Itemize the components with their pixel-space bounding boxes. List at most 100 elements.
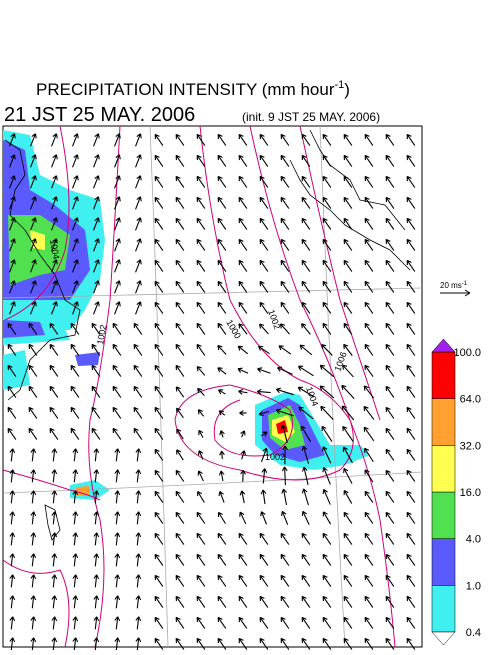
- wind-arrow: [196, 637, 206, 650]
- wind-arrow: [112, 322, 122, 335]
- wind-arrow: [175, 637, 185, 650]
- wind-arrow: [51, 280, 58, 294]
- precip-blue: [3, 320, 45, 338]
- wind-arrow: [217, 344, 227, 355]
- wind-arrow: [196, 301, 206, 314]
- wind-arrow: [364, 553, 374, 566]
- wind-arrow: [322, 637, 332, 650]
- wind-arrow: [93, 469, 100, 483]
- wind-arrow: [322, 488, 331, 505]
- wind-arrow: [218, 470, 225, 482]
- wind-arrow: [301, 301, 311, 314]
- wind-arrow: [196, 366, 206, 376]
- wind-arrow: [154, 217, 164, 230]
- wind-arrow: [301, 323, 311, 335]
- title-end: ): [344, 80, 350, 99]
- wind-arrow: [196, 532, 206, 545]
- wind-arrow: [135, 553, 142, 567]
- wind-arrow: [154, 553, 164, 566]
- wind-arrow: [49, 427, 59, 440]
- wind-arrow: [217, 301, 227, 314]
- wind-arrow: [28, 343, 38, 356]
- wind-arrow: [175, 343, 185, 356]
- wind-arrow: [133, 385, 143, 398]
- precip-blue: [75, 352, 100, 366]
- wind-arrow: [322, 217, 332, 230]
- wind-arrow: [175, 154, 185, 167]
- wind-arrow: [280, 532, 290, 545]
- wind-arrow: [259, 637, 269, 650]
- wind-arrow: [9, 238, 16, 252]
- colorbar-label: 64.0: [460, 394, 481, 406]
- wind-arrow: [277, 366, 293, 375]
- wind-arrow: [275, 387, 294, 396]
- wind-arrow: [114, 217, 121, 231]
- wind-arrow: [343, 343, 353, 356]
- wind-arrow: [238, 616, 248, 629]
- wind-arrow: [93, 175, 100, 189]
- wind-arrow: [49, 364, 59, 377]
- wind-arrow: [154, 133, 164, 146]
- wind-arrow: [72, 616, 79, 630]
- wind-arrow: [112, 364, 122, 377]
- wind-arrow: [196, 154, 206, 167]
- wind-arrow: [175, 280, 185, 293]
- wind-arrow: [9, 595, 16, 609]
- wind-arrow: [238, 217, 248, 230]
- wind-arrow: [385, 637, 395, 650]
- wind-arrow: [238, 574, 248, 587]
- wind-arrow: [322, 196, 332, 209]
- wind-arrow: [301, 175, 311, 188]
- wind-arrow: [364, 364, 374, 377]
- wind-arrow: [154, 448, 164, 461]
- wind-arrow: [343, 595, 353, 608]
- wind-arrow: [385, 259, 395, 272]
- colorbar-label: 0.4: [466, 627, 481, 639]
- wind-vectors: [7, 133, 416, 651]
- wind-arrow: [135, 448, 142, 462]
- wind-arrow: [72, 154, 79, 168]
- wind-arrow: [343, 532, 353, 545]
- wind-arrow: [259, 175, 269, 188]
- contour-label: 1002: [95, 324, 108, 345]
- wind-arrow: [322, 511, 332, 525]
- contour-label: 1004: [48, 239, 61, 260]
- wind-arrow: [72, 259, 79, 273]
- wind-arrow: [406, 133, 416, 146]
- wind-arrow: [217, 367, 227, 375]
- wind-arrow: [385, 196, 395, 209]
- wind-arrow: [154, 196, 164, 209]
- isobar: [88, 125, 121, 648]
- wind-arrow: [175, 133, 185, 146]
- wind-arrow: [72, 637, 79, 651]
- wind-arrow: [238, 301, 248, 314]
- wind-arrow: [114, 301, 121, 315]
- wind-arrow: [196, 616, 206, 629]
- wind-arrow: [72, 301, 79, 315]
- wind-arrow: [30, 616, 37, 630]
- wind-arrow: [363, 385, 375, 399]
- reference-vector-head: [464, 289, 471, 297]
- wind-arrow: [93, 637, 100, 651]
- wind-arrow: [51, 532, 58, 546]
- wind-arrow: [175, 595, 185, 608]
- wind-arrow: [364, 447, 374, 463]
- wind-arrow: [406, 238, 416, 251]
- wind-arrow: [196, 595, 206, 608]
- wind-arrow: [364, 133, 374, 146]
- wind-arrow: [406, 259, 416, 272]
- wind-arrow: [406, 406, 416, 419]
- wind-arrow: [341, 405, 355, 421]
- wind-arrow: [278, 345, 292, 355]
- colorbar-label: 4.0: [466, 534, 481, 546]
- wind-arrow: [9, 532, 16, 546]
- wind-arrow: [364, 301, 374, 314]
- wind-arrow: [114, 154, 121, 168]
- wind-arrow: [154, 259, 164, 272]
- wind-arrow: [364, 595, 374, 608]
- wind-arrow: [406, 280, 416, 293]
- wind-arrow: [343, 133, 353, 146]
- wind-arrow: [30, 553, 37, 567]
- wind-arrow: [51, 595, 58, 609]
- wind-arrow: [260, 447, 268, 463]
